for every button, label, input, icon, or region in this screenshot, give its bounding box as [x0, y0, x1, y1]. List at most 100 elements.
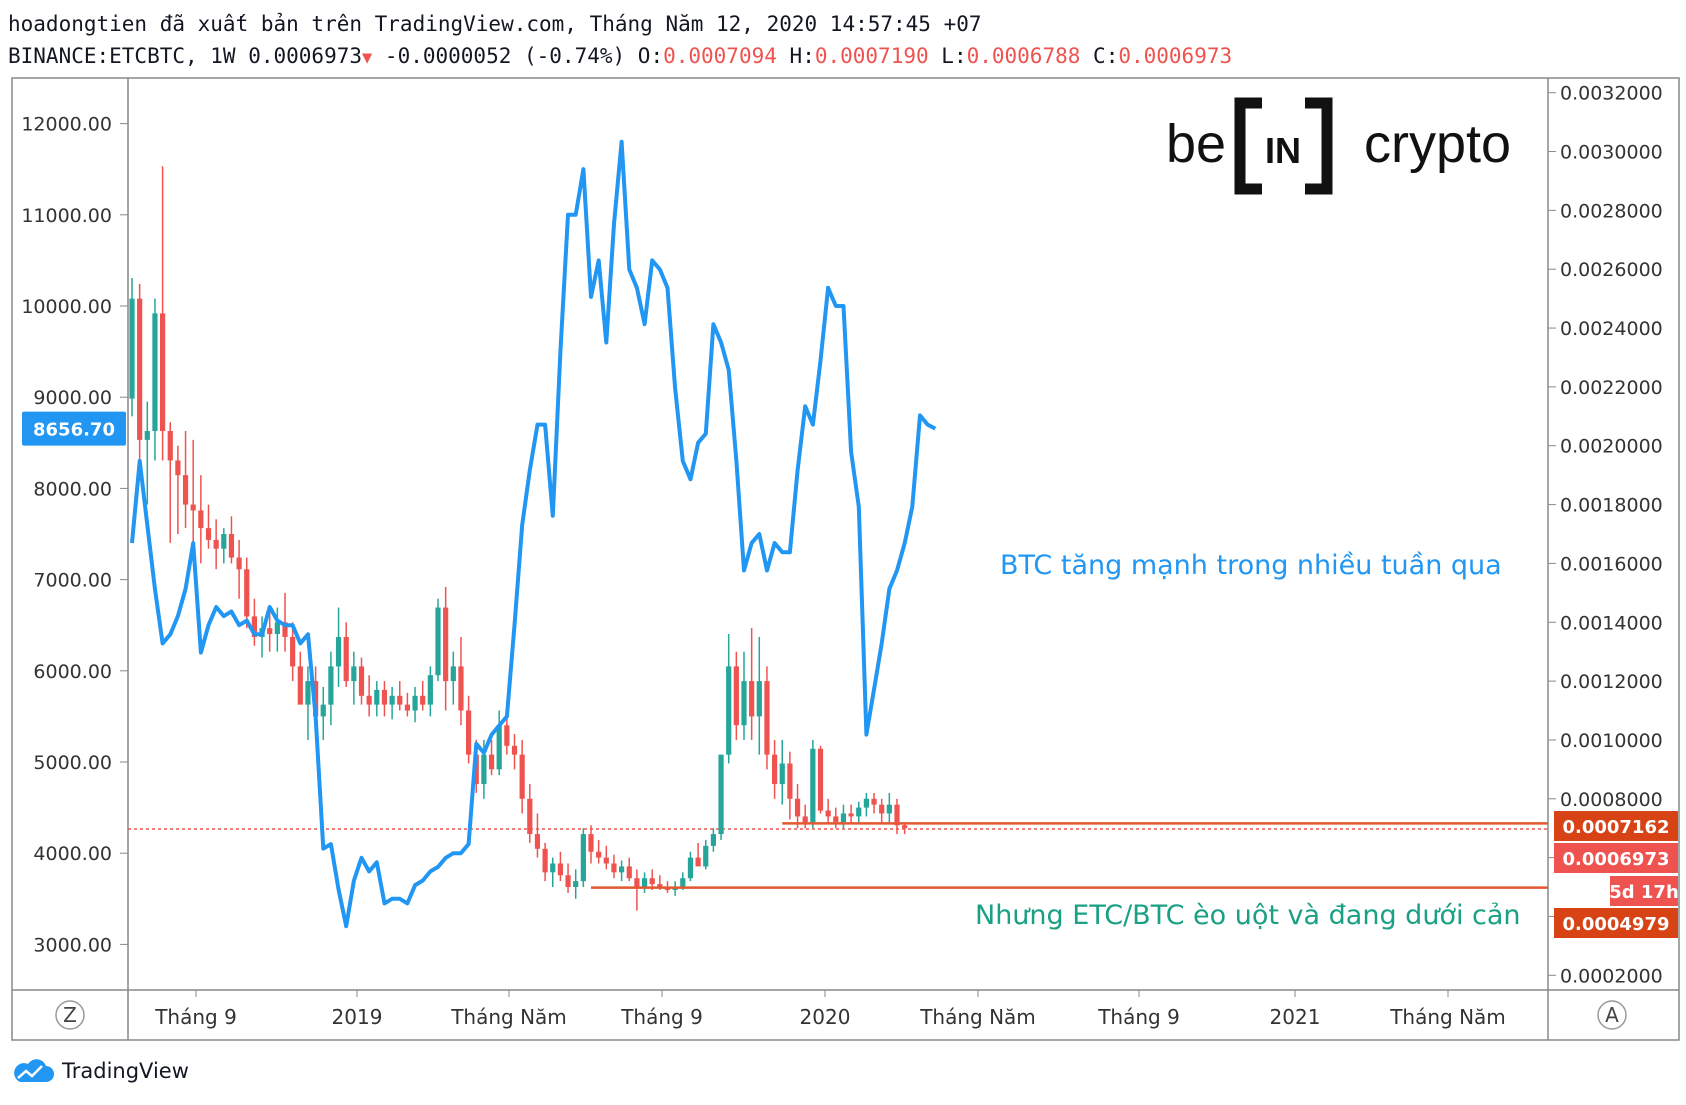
time-tick-label: Tháng 9 — [1097, 1005, 1180, 1029]
price-tag-label: 5d 17h — [1609, 882, 1679, 903]
candle-body — [351, 666, 357, 682]
candle-body — [267, 628, 273, 635]
candle-body — [504, 725, 510, 746]
time-tick-label: Tháng 9 — [154, 1005, 237, 1029]
candle-body — [810, 748, 816, 823]
open-value: 0.0007094 — [663, 44, 777, 68]
candle-body — [167, 431, 173, 461]
logo-in: IN — [1265, 130, 1301, 171]
zoom-button-label: Z — [63, 1003, 77, 1027]
auto-scale-button[interactable]: A — [1597, 1000, 1627, 1030]
candle-body — [488, 754, 495, 770]
candle-body — [894, 804, 900, 826]
etcbtc-candles — [129, 166, 908, 911]
candle-body — [297, 666, 303, 705]
left-tick-label: 5000.00 — [33, 752, 112, 774]
right-tick-label: 0.0012000 — [1560, 671, 1663, 693]
logo-crypto: crypto — [1364, 114, 1511, 174]
candle-body — [733, 666, 739, 726]
candle-body — [152, 313, 158, 432]
candle-body — [902, 825, 908, 829]
symbol-info: BINANCE:ETCBTC, 1W 0.0006973▼ -0.0000052… — [8, 44, 1232, 68]
right-tick-label: 0.0016000 — [1560, 553, 1663, 575]
low-label: L: — [941, 44, 967, 68]
candle-body — [741, 681, 747, 726]
candle-body — [718, 754, 724, 835]
time-tick-label: Tháng Năm — [450, 1005, 567, 1029]
candle-body — [427, 675, 433, 705]
right-tick-label: 0.0028000 — [1560, 200, 1663, 222]
candle-body — [794, 798, 801, 817]
price-tags: 0.0007162 0.0006973 5d 17h 0.0004979 — [1554, 811, 1679, 938]
candle-body — [764, 681, 770, 755]
candle-body — [611, 863, 617, 873]
candle-body — [144, 431, 150, 440]
candle-body — [557, 863, 563, 876]
time-tick-label: Tháng Năm — [1389, 1005, 1506, 1029]
left-tick-label: 10000.00 — [21, 296, 112, 318]
candle-body — [726, 666, 732, 755]
candle-body — [596, 851, 602, 858]
candle-body — [450, 666, 456, 682]
candle-body — [603, 857, 609, 864]
candle-body — [641, 878, 648, 888]
btc-last-tag: 8656.70 — [22, 411, 126, 446]
left-tick-label: 6000.00 — [33, 661, 112, 683]
candle-body — [190, 504, 196, 511]
tradingview-brand: TradingView — [62, 1059, 189, 1083]
candle-body — [534, 834, 541, 849]
price-change: -0.0000052 (-0.74%) — [384, 44, 626, 68]
candle-body — [550, 863, 556, 873]
right-tick-label: 0.0008000 — [1560, 789, 1663, 811]
candle-body — [343, 636, 349, 682]
candle-body — [687, 857, 694, 879]
candle-body — [856, 807, 862, 817]
right-tick-label: 0.0010000 — [1560, 730, 1663, 752]
candle-body — [657, 884, 663, 888]
candle-body — [649, 878, 655, 885]
candle-body — [435, 607, 441, 676]
candle-body — [305, 681, 311, 705]
candle-body — [175, 460, 181, 476]
time-axis-ticks: Tháng 9 2019 Tháng Năm Tháng 9 2020 Tháng Năm… — [154, 990, 1506, 1029]
candle-body — [626, 866, 632, 879]
price-tag-box — [1610, 876, 1678, 906]
low-value: 0.0006788 — [966, 44, 1081, 68]
candle-body — [182, 475, 189, 505]
candle-body — [749, 681, 755, 717]
publish-info: hoadongtien đã xuất bản trên TradingView… — [8, 12, 982, 36]
candle-body — [366, 695, 372, 705]
candle-body — [481, 754, 487, 785]
close-value: 0.0006973 — [1118, 44, 1233, 68]
right-tick-label: 0.0030000 — [1560, 142, 1663, 164]
zoom-button[interactable]: Z — [55, 1000, 85, 1030]
right-tick-label: 0.0026000 — [1560, 259, 1663, 281]
footer: TradingView — [10, 1058, 189, 1084]
candle-body — [863, 798, 869, 808]
resistance-levels — [591, 822, 1548, 889]
candle-body — [519, 754, 525, 799]
right-tick-label: 0.0018000 — [1560, 495, 1663, 517]
open-label: O: — [637, 44, 664, 68]
btc-annotation: BTC tăng mạnh trong nhiều tuần qua — [1000, 550, 1502, 581]
logo-bracket-left — [1234, 97, 1262, 195]
candle-body — [420, 695, 426, 705]
close-label: C: — [1093, 44, 1119, 68]
candle-body — [817, 748, 824, 811]
candle-body — [619, 866, 625, 873]
candle-body — [236, 557, 242, 570]
high-value: 0.0007190 — [814, 44, 929, 68]
candle-body — [458, 666, 464, 711]
candle-body — [358, 666, 365, 696]
left-tick-label: 8000.00 — [33, 478, 112, 500]
etc-annotation: Nhưng ETC/BTC èo uột và đang dưới cản — [975, 900, 1521, 931]
candle-body — [129, 298, 135, 399]
right-tick-label: 0.0002000 — [1560, 965, 1663, 987]
candle-body — [695, 857, 701, 867]
candle-body — [137, 298, 143, 440]
candle-body — [756, 681, 762, 717]
candle-body — [588, 834, 594, 852]
left-tick-label: 12000.00 — [21, 114, 112, 136]
right-tick-label: 0.0032000 — [1560, 83, 1663, 105]
